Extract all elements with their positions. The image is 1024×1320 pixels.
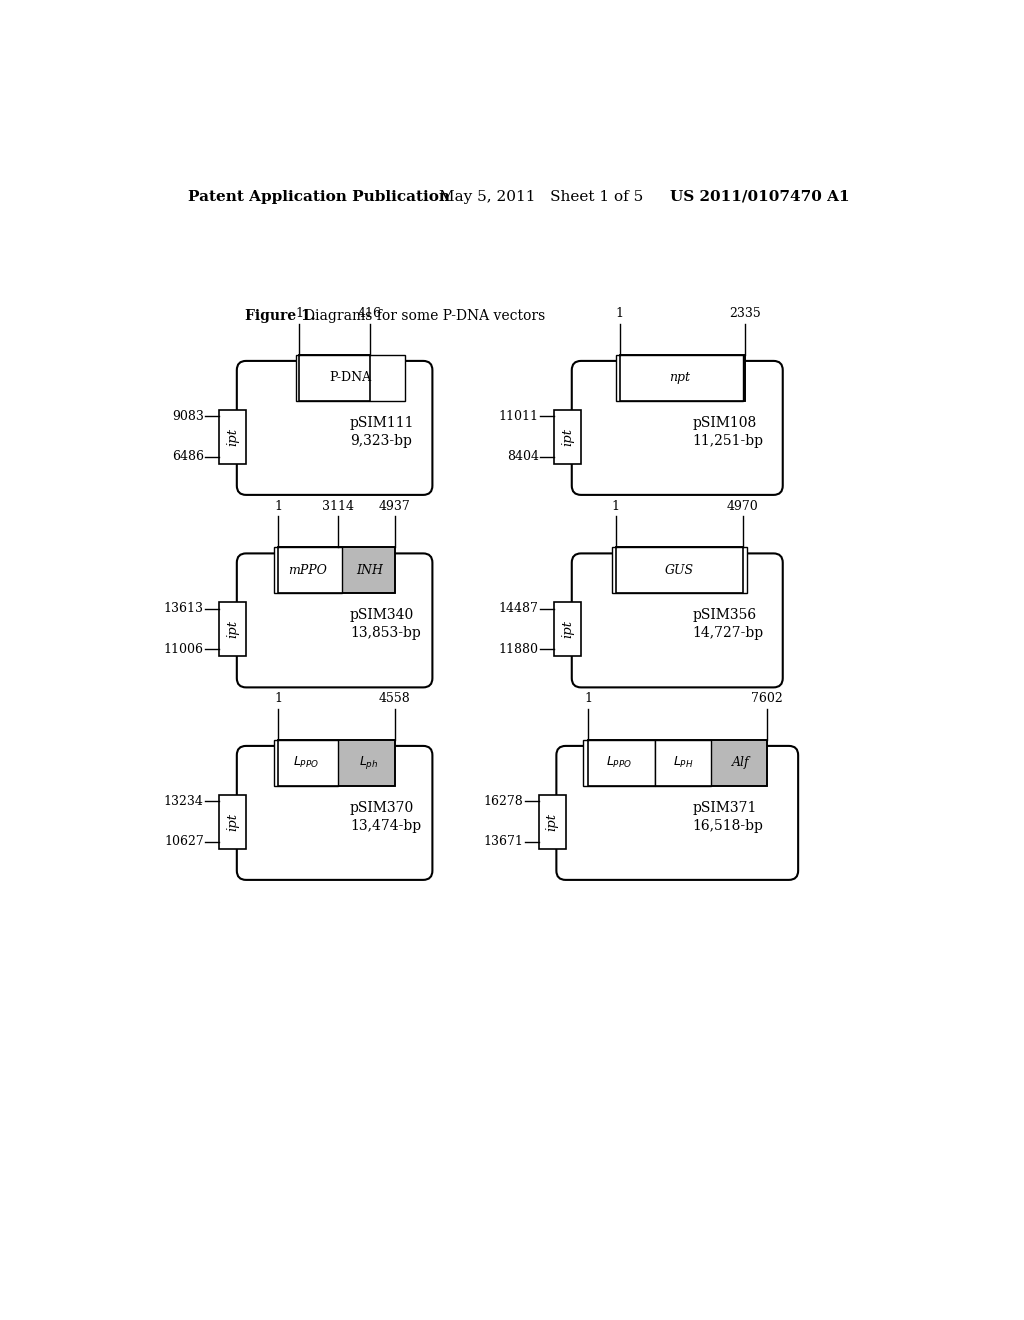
- Text: 4558: 4558: [379, 692, 411, 705]
- Bar: [299, 355, 370, 401]
- Text: 16,518-bp: 16,518-bp: [692, 818, 764, 833]
- Text: $L_{PPO}$: $L_{PPO}$: [606, 755, 632, 771]
- Text: 13,474-bp: 13,474-bp: [350, 818, 421, 833]
- Text: pSIM340: pSIM340: [350, 609, 415, 622]
- Bar: [278, 739, 395, 785]
- Text: 1: 1: [274, 692, 282, 705]
- Text: GUS: GUS: [665, 564, 693, 577]
- Bar: [219, 602, 246, 656]
- Text: ipt: ipt: [546, 813, 559, 830]
- Text: ipt: ipt: [561, 428, 574, 446]
- Text: 14487: 14487: [499, 602, 539, 615]
- Text: 13613: 13613: [164, 602, 204, 615]
- Text: pSIM371: pSIM371: [692, 800, 757, 814]
- Text: 3114: 3114: [323, 499, 354, 512]
- Text: Diagrams for some P-DNA vectors: Diagrams for some P-DNA vectors: [304, 309, 545, 323]
- Text: pSIM108: pSIM108: [692, 416, 757, 429]
- Bar: [655, 739, 711, 785]
- Text: ipt: ipt: [226, 428, 239, 446]
- FancyBboxPatch shape: [556, 746, 798, 880]
- Text: INH: INH: [356, 564, 383, 577]
- Text: $L_{PH}$: $L_{PH}$: [673, 755, 693, 771]
- Text: 13,853-bp: 13,853-bp: [350, 627, 421, 640]
- Text: ipt: ipt: [226, 620, 239, 638]
- FancyBboxPatch shape: [571, 553, 782, 688]
- Bar: [588, 739, 767, 785]
- Text: 1: 1: [615, 308, 624, 321]
- FancyBboxPatch shape: [237, 360, 432, 495]
- Text: 10627: 10627: [164, 836, 204, 849]
- Text: US 2011/0107470 A1: US 2011/0107470 A1: [670, 190, 849, 203]
- Bar: [219, 409, 246, 463]
- Text: 416: 416: [358, 308, 382, 321]
- Bar: [219, 795, 246, 849]
- Text: 11,251-bp: 11,251-bp: [692, 434, 764, 447]
- Text: 1: 1: [584, 692, 592, 705]
- Bar: [584, 739, 655, 785]
- Text: pSIM111: pSIM111: [350, 416, 415, 429]
- Bar: [278, 548, 395, 594]
- FancyBboxPatch shape: [237, 553, 432, 688]
- Text: ipt: ipt: [226, 813, 239, 830]
- Text: 9083: 9083: [172, 409, 204, 422]
- Text: 4970: 4970: [727, 499, 759, 512]
- Bar: [274, 548, 342, 594]
- Text: pSIM370: pSIM370: [350, 800, 415, 814]
- Text: mPPO: mPPO: [289, 564, 328, 577]
- Bar: [615, 548, 742, 594]
- Bar: [611, 548, 746, 594]
- Text: pSIM356: pSIM356: [692, 609, 757, 622]
- Text: P-DNA: P-DNA: [330, 371, 372, 384]
- Text: 4937: 4937: [379, 499, 411, 512]
- Text: ipt: ipt: [561, 620, 574, 638]
- Text: 11880: 11880: [499, 643, 539, 656]
- Text: 11006: 11006: [164, 643, 204, 656]
- Bar: [620, 355, 744, 401]
- Text: npt: npt: [669, 371, 690, 384]
- FancyBboxPatch shape: [571, 360, 782, 495]
- Bar: [274, 739, 338, 785]
- FancyBboxPatch shape: [237, 746, 432, 880]
- Text: 1: 1: [274, 499, 282, 512]
- Text: Alf: Alf: [732, 756, 750, 770]
- Text: $L_{ph}$: $L_{ph}$: [358, 754, 378, 771]
- Text: Patent Application Publication: Patent Application Publication: [188, 190, 451, 203]
- Bar: [539, 795, 565, 849]
- Text: $L_{PPO}$: $L_{PPO}$: [293, 755, 319, 771]
- Text: 11011: 11011: [499, 409, 539, 422]
- Text: 7602: 7602: [751, 692, 782, 705]
- Bar: [620, 355, 744, 401]
- Bar: [615, 355, 742, 401]
- Text: 13671: 13671: [483, 836, 523, 849]
- Bar: [299, 355, 370, 401]
- Text: 13234: 13234: [164, 795, 204, 808]
- Bar: [588, 739, 767, 785]
- Text: May 5, 2011   Sheet 1 of 5: May 5, 2011 Sheet 1 of 5: [438, 190, 643, 203]
- Bar: [554, 602, 581, 656]
- Bar: [615, 548, 742, 594]
- Bar: [296, 355, 406, 401]
- Text: 2335: 2335: [729, 308, 761, 321]
- Text: Figure 1.: Figure 1.: [245, 309, 315, 323]
- Text: 14,727-bp: 14,727-bp: [692, 627, 764, 640]
- Bar: [554, 409, 581, 463]
- Bar: [278, 739, 395, 785]
- Text: 16278: 16278: [483, 795, 523, 808]
- Bar: [278, 548, 395, 594]
- Text: 6486: 6486: [172, 450, 204, 463]
- Text: 1: 1: [295, 308, 303, 321]
- Text: 9,323-bp: 9,323-bp: [350, 434, 412, 447]
- Text: 1: 1: [611, 499, 620, 512]
- Text: 8404: 8404: [507, 450, 539, 463]
